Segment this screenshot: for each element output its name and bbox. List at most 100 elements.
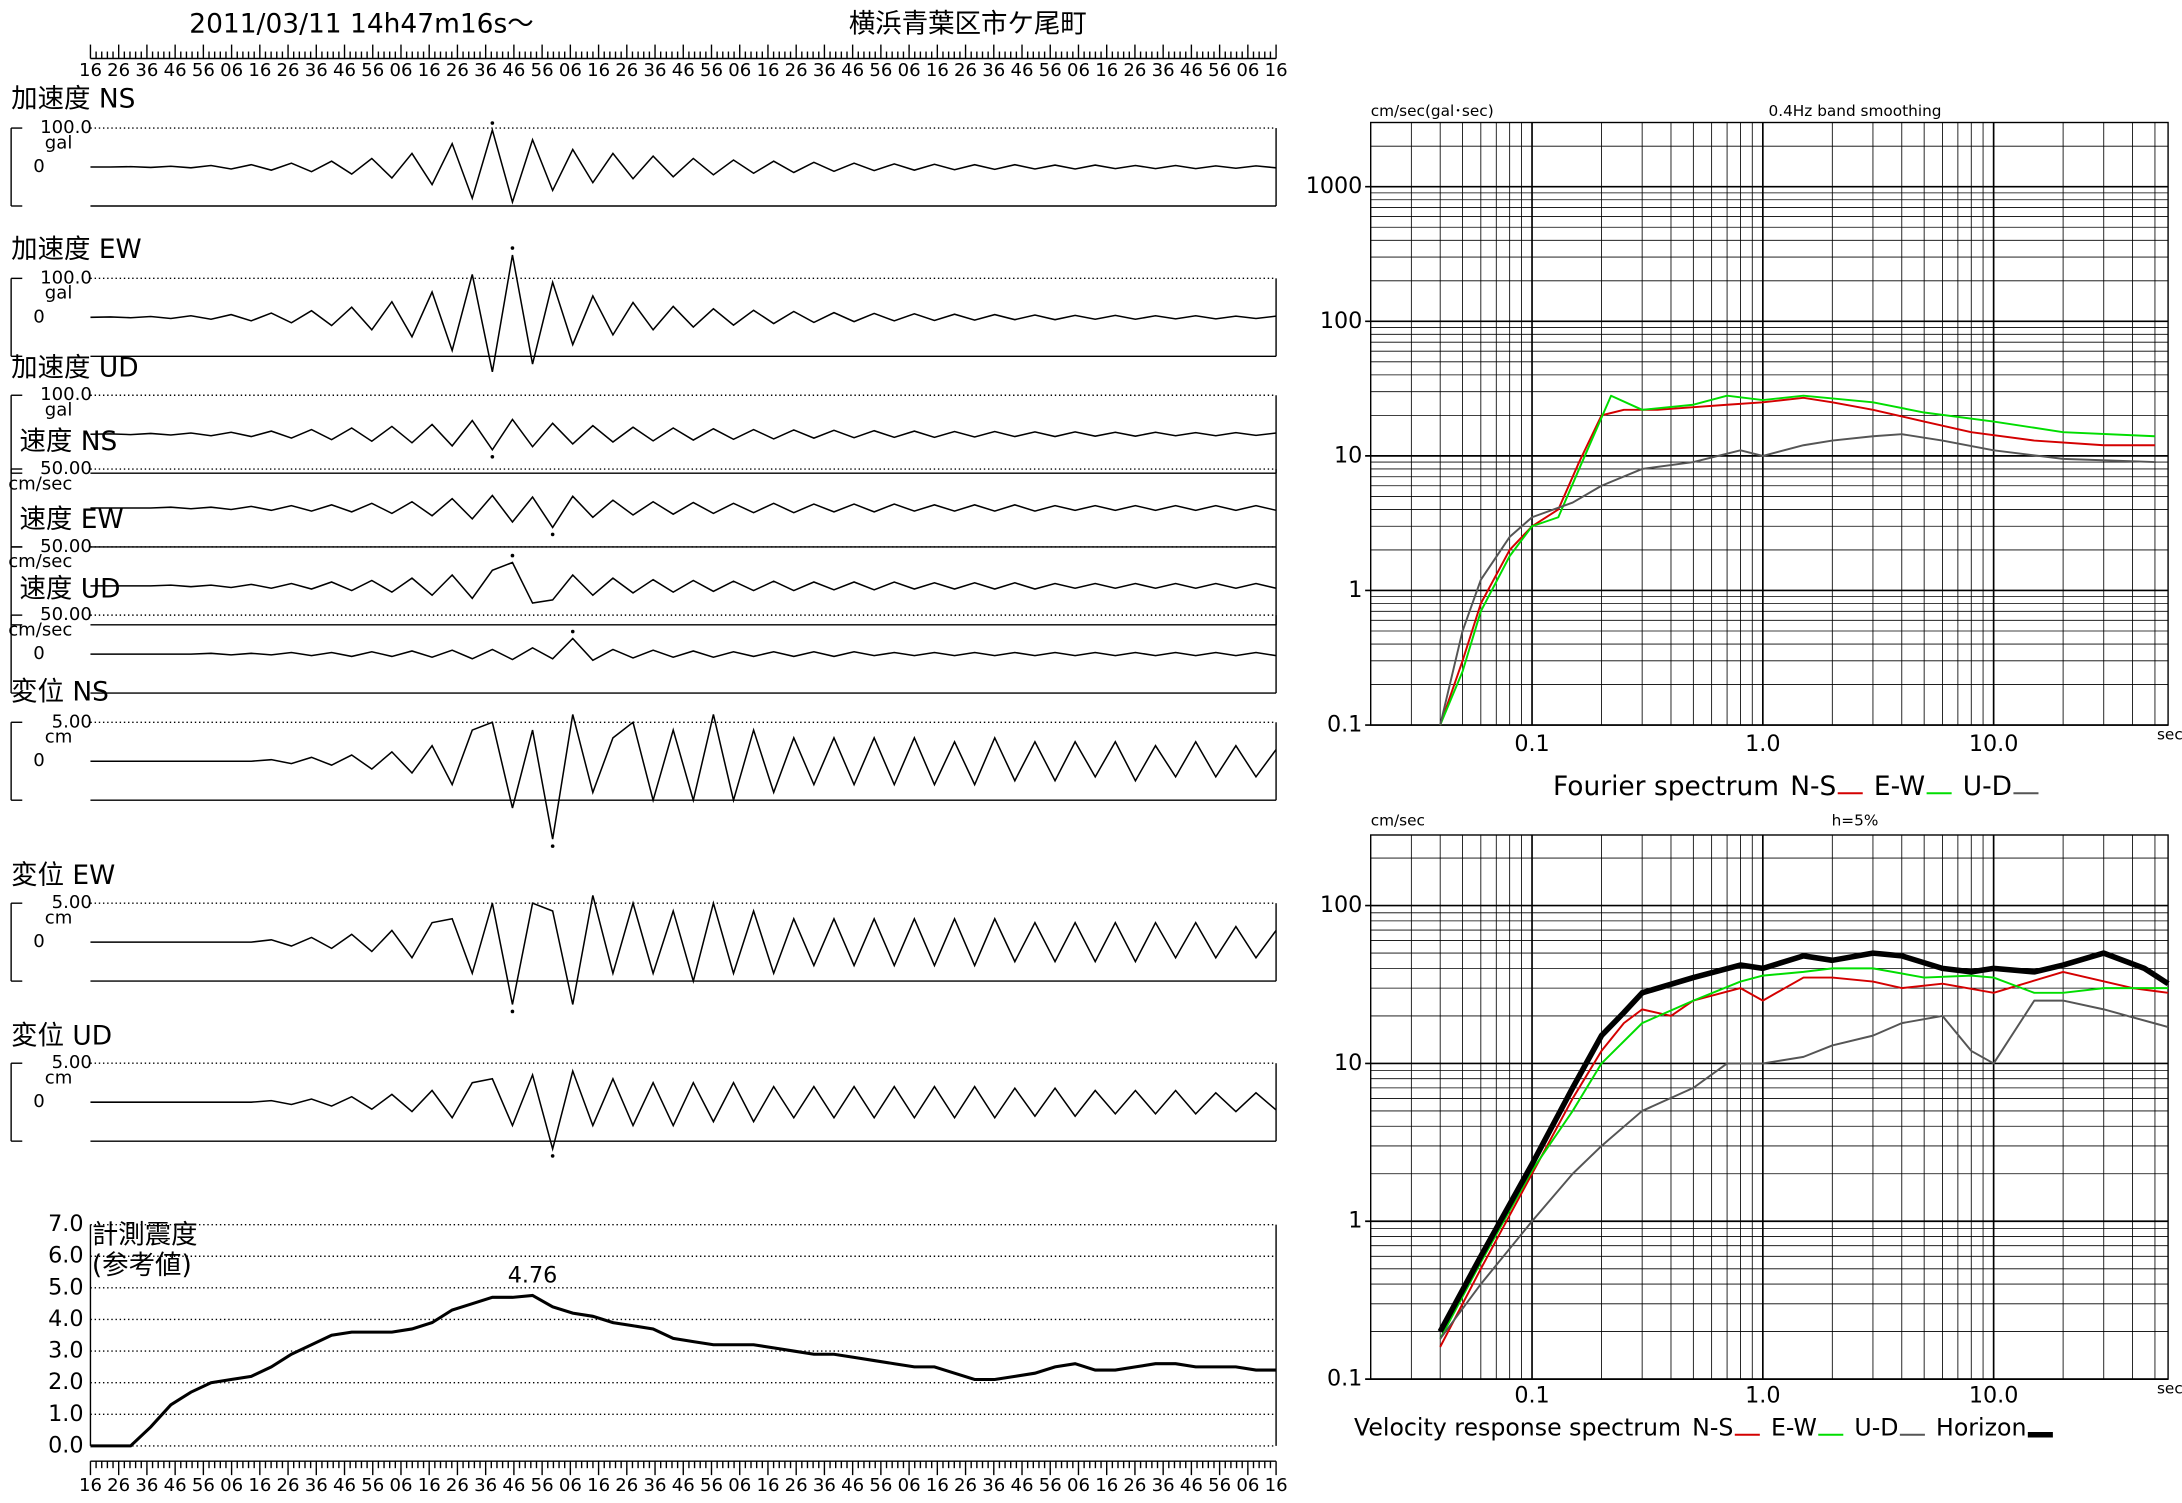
time-label: 16 bbox=[248, 1475, 271, 1496]
y-tick-label: 0.1 bbox=[1327, 1366, 1362, 1392]
x-tick-label: 1.0 bbox=[1745, 1382, 1780, 1408]
plot-note: 0.4Hz band smoothing bbox=[1768, 102, 1941, 120]
time-label: 06 bbox=[220, 1475, 243, 1496]
panel-title: 変位 UD bbox=[11, 1020, 112, 1051]
unit-label: cm/sec bbox=[8, 473, 72, 494]
scale-label: 50.00 bbox=[40, 604, 92, 625]
spectrum-line bbox=[1439, 394, 2155, 726]
zero-label: 0 bbox=[33, 931, 45, 952]
x-tick-label: 0.1 bbox=[1514, 1382, 1549, 1408]
time-label: 16 bbox=[1095, 1475, 1118, 1496]
x-tick-label: 10.0 bbox=[1969, 731, 2019, 757]
record-date: 2011/03/11 14h47m16s〜 bbox=[189, 9, 533, 40]
panel-title: 変位 NS bbox=[11, 677, 109, 708]
time-label: 16 bbox=[248, 60, 271, 81]
time-label: 06 bbox=[1236, 1475, 1259, 1496]
time-label: 46 bbox=[1011, 1475, 1034, 1496]
time-label: 46 bbox=[841, 60, 864, 81]
time-label: 26 bbox=[1123, 1475, 1146, 1496]
y-axis-label: cm/sec bbox=[1371, 812, 1425, 830]
scale-label: 100.0 bbox=[40, 384, 92, 405]
scale-label: 50.00 bbox=[40, 458, 92, 479]
scale-label: 50.00 bbox=[40, 536, 92, 557]
time-label: 26 bbox=[615, 60, 638, 81]
time-label: 26 bbox=[615, 1475, 638, 1496]
y-tick-label: 100 bbox=[1320, 308, 1362, 334]
time-label: 36 bbox=[1152, 60, 1175, 81]
peak-dot bbox=[510, 1009, 515, 1014]
time-label: 16 bbox=[418, 1475, 441, 1496]
unit-label: cm bbox=[45, 727, 73, 748]
legend-label: E-W bbox=[1874, 771, 1925, 802]
x-axis-label: sec bbox=[2157, 725, 2182, 743]
y-tick-label: 5.0 bbox=[48, 1274, 83, 1300]
time-label: 26 bbox=[954, 1475, 977, 1496]
legend-label: U-D bbox=[1963, 771, 2012, 802]
waveform bbox=[90, 254, 1277, 373]
y-tick-label: 7.0 bbox=[48, 1211, 83, 1237]
time-label: 56 bbox=[1039, 1475, 1062, 1496]
time-label: 56 bbox=[531, 60, 554, 81]
x-axis-label: sec bbox=[2157, 1379, 2182, 1397]
time-label: 56 bbox=[361, 60, 384, 81]
unit-label: cm/sec bbox=[8, 619, 72, 640]
time-label: 56 bbox=[192, 60, 215, 81]
time-label: 06 bbox=[898, 60, 921, 81]
time-label: 06 bbox=[1067, 1475, 1090, 1496]
scale-label: 5.00 bbox=[52, 711, 92, 732]
time-label: 26 bbox=[277, 60, 300, 81]
time-label: 46 bbox=[841, 1475, 864, 1496]
zero-label: 0 bbox=[33, 306, 45, 327]
panel-title: 加速度 UD bbox=[11, 352, 138, 383]
time-label: 56 bbox=[192, 1475, 215, 1496]
time-label: 06 bbox=[728, 1475, 751, 1496]
time-label: 16 bbox=[418, 60, 441, 81]
time-label: 16 bbox=[756, 1475, 779, 1496]
time-label: 56 bbox=[361, 1475, 384, 1496]
y-tick-label: 2.0 bbox=[48, 1369, 83, 1395]
zero-label: 0 bbox=[33, 156, 45, 177]
unit-label: gal bbox=[45, 132, 73, 153]
time-label: 46 bbox=[1180, 1475, 1203, 1496]
time-label: 46 bbox=[502, 1475, 525, 1496]
time-label: 06 bbox=[1236, 60, 1259, 81]
time-label: 16 bbox=[587, 1475, 610, 1496]
time-label: 36 bbox=[982, 1475, 1005, 1496]
y-tick-label: 4.0 bbox=[48, 1306, 83, 1332]
time-label: 16 bbox=[79, 1475, 102, 1496]
time-label: 36 bbox=[813, 1475, 836, 1496]
waveform bbox=[90, 418, 1277, 452]
unit-label: gal bbox=[45, 400, 73, 421]
waveform bbox=[90, 127, 1277, 205]
legend-label: E-W bbox=[1771, 1414, 1817, 1442]
time-label: 56 bbox=[1208, 60, 1231, 81]
time-label: 26 bbox=[277, 1475, 300, 1496]
time-label: 16 bbox=[79, 60, 102, 81]
unit-label: gal bbox=[45, 283, 73, 304]
zero-label: 0 bbox=[33, 643, 45, 664]
panel-title: 加速度 NS bbox=[11, 84, 135, 115]
waveform bbox=[90, 561, 1277, 604]
peak-dot bbox=[550, 844, 555, 848]
panel-title: 速度 EW bbox=[19, 504, 123, 535]
x-tick-label: 1.0 bbox=[1745, 731, 1780, 757]
waveform bbox=[90, 895, 1277, 1005]
panel-title: 変位 EW bbox=[11, 860, 115, 891]
time-label: 46 bbox=[1011, 60, 1034, 81]
time-label: 06 bbox=[389, 1475, 412, 1496]
zero-label: 0 bbox=[33, 1091, 45, 1112]
time-label: 26 bbox=[785, 60, 808, 81]
legend-label: Horizon bbox=[1936, 1414, 2026, 1442]
y-tick-label: 10 bbox=[1334, 1050, 1362, 1076]
panel-subtitle: (参考値) bbox=[92, 1250, 192, 1281]
y-tick-label: 0.1 bbox=[1327, 712, 1362, 738]
time-label: 06 bbox=[220, 60, 243, 81]
panel-title: 計測震度 bbox=[92, 1219, 198, 1250]
time-label: 46 bbox=[164, 1475, 187, 1496]
time-label: 46 bbox=[672, 1475, 695, 1496]
time-label: 16 bbox=[587, 60, 610, 81]
legend-label: U-D bbox=[1854, 1414, 1898, 1442]
spectrum-line bbox=[1439, 967, 2169, 1340]
peak-dot bbox=[490, 454, 495, 459]
